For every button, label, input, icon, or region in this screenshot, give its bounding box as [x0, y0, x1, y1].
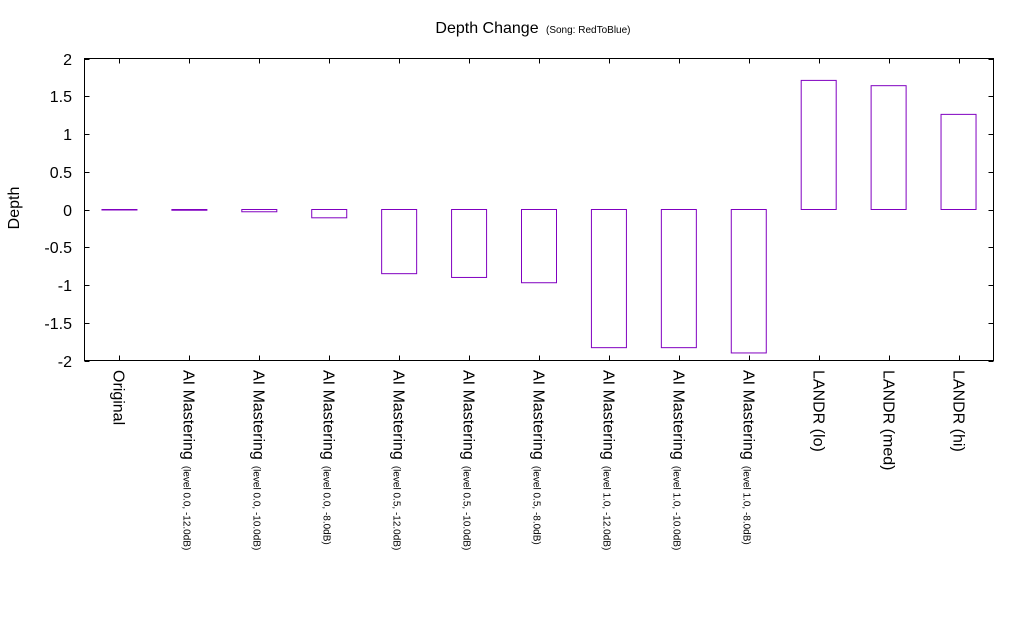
- x-tick-label: LANDR (med): [880, 370, 897, 470]
- x-tick-label-main: AI Mastering: [320, 370, 337, 460]
- bar: [730, 209, 767, 354]
- bar-series: [101, 79, 977, 354]
- x-tick-label-main: AI Mastering: [180, 370, 197, 460]
- y-tick-label: -0.5: [44, 240, 72, 257]
- x-tick-label-main: Original: [110, 370, 127, 425]
- x-tick-label-main: AI Mastering: [670, 370, 687, 460]
- x-tick-label: AI Mastering (level 1.0, -12.0dB): [600, 370, 617, 550]
- x-tick-label: Original: [110, 370, 127, 425]
- x-tick-label: AI Mastering (level 0.5, -12.0dB): [390, 370, 407, 550]
- x-tick-label-sub: (level 0.0, -12.0dB): [181, 466, 192, 551]
- x-tick-label-main: LANDR (lo): [810, 370, 827, 452]
- x-tick-label-main: AI Mastering: [600, 370, 617, 460]
- x-tick-label-main: AI Mastering: [250, 370, 267, 460]
- x-tick-label-sub: (level 0.0, -10.0dB): [251, 466, 262, 551]
- y-tick-label: 1.5: [50, 89, 72, 106]
- x-axis: Original AI Mastering (level 0.0, -12.0dB)…: [110, 58, 967, 550]
- x-tick-label-sub: (level 1.0, -12.0dB): [601, 466, 612, 551]
- bar: [451, 209, 488, 278]
- bar: [101, 209, 138, 211]
- x-tick-label-main: LANDR (med): [880, 370, 897, 470]
- y-axis-label: Depth: [6, 187, 23, 230]
- x-tick-label-main: AI Mastering: [390, 370, 407, 460]
- x-tick-label-sub: (level 0.5, -10.0dB): [461, 466, 472, 551]
- x-tick-label: AI Mastering (level 0.0, -8.0dB): [320, 370, 337, 545]
- chart-subtitle: (Song: RedToBlue): [546, 25, 631, 36]
- x-tick-label-sub: (level 0.5, -12.0dB): [391, 466, 402, 551]
- bar: [940, 113, 977, 210]
- x-tick-label-main: AI Mastering: [740, 370, 757, 460]
- y-tick-label: -1.5: [44, 316, 72, 333]
- bar: [241, 209, 278, 213]
- x-tick-label-main: LANDR (hi): [950, 370, 967, 452]
- x-tick-label-main: AI Mastering: [530, 370, 547, 460]
- x-tick-label: LANDR (lo): [810, 370, 827, 452]
- y-tick-label: 1: [63, 127, 72, 144]
- x-tick-label: AI Mastering (level 0.5, -8.0dB): [530, 370, 547, 545]
- x-tick-label-sub: (level 0.5, -8.0dB): [531, 466, 542, 545]
- x-tick-label: AI Mastering (level 0.0, -10.0dB): [250, 370, 267, 550]
- y-tick-label: 2: [63, 52, 72, 69]
- bar: [311, 209, 348, 219]
- x-tick-label: AI Mastering (level 1.0, -10.0dB): [670, 370, 687, 550]
- x-tick-label: AI Mastering (level 1.0, -8.0dB): [740, 370, 757, 545]
- bar: [590, 209, 627, 349]
- x-tick-label-main: AI Mastering: [460, 370, 477, 460]
- y-tick-label: 0.5: [50, 165, 72, 182]
- x-tick-label-sub: (level 1.0, -10.0dB): [671, 466, 682, 551]
- chart-title-group: Depth Change (Song: RedToBlue): [435, 20, 630, 37]
- bar: [870, 85, 907, 210]
- bar: [800, 79, 837, 210]
- bar: [171, 209, 208, 211]
- bar: [381, 209, 418, 275]
- chart-title: Depth Change: [435, 20, 538, 37]
- y-tick-label: -1: [58, 278, 72, 295]
- x-tick-label-sub: (level 0.0, -8.0dB): [321, 466, 332, 545]
- x-tick-label-sub: (level 1.0, -8.0dB): [741, 466, 752, 545]
- bar: [660, 209, 697, 349]
- x-tick-label: AI Mastering (level 0.5, -10.0dB): [460, 370, 477, 550]
- x-tick-label: LANDR (hi): [950, 370, 967, 452]
- bar: [521, 209, 557, 284]
- y-tick-label: 0: [63, 203, 72, 220]
- y-tick-label: -2: [58, 354, 72, 371]
- y-axis: -2 -1.5 -1 -0.5 0 0.5 1 1.5 2: [44, 52, 994, 371]
- x-tick-label: AI Mastering (level 0.0, -12.0dB): [180, 370, 197, 550]
